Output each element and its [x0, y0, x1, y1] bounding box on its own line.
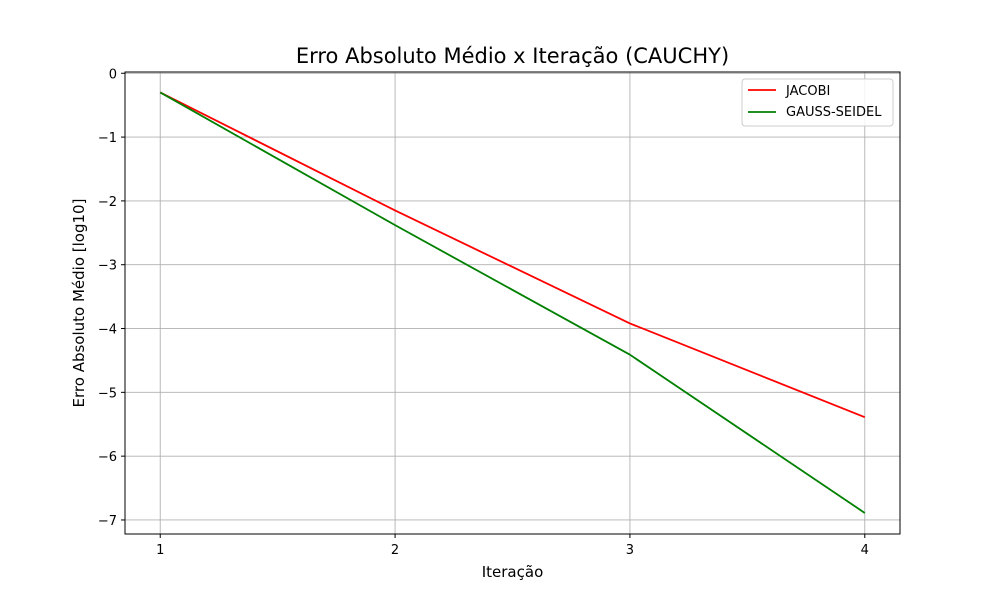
x-tick-label: 4: [861, 543, 869, 558]
series-lines: [159, 91, 866, 514]
series-line-gauss-seidel: [159, 91, 866, 514]
y-tick-label: −5: [98, 386, 117, 401]
y-tick-label: −6: [98, 450, 117, 465]
y-tick-label: −3: [98, 259, 117, 274]
y-axis-label: Erro Absoluto Médio [log10]: [70, 199, 88, 408]
y-tick-label: −7: [98, 514, 117, 529]
y-tick-label: 0: [109, 67, 117, 82]
y-tick-label: −4: [98, 323, 117, 338]
x-tick-label: 2: [391, 543, 399, 558]
y-tick-label: −1: [98, 131, 117, 146]
x-tick-label: 1: [156, 543, 164, 558]
chart-title: Erro Absoluto Médio x Iteração (CAUCHY): [296, 44, 729, 68]
x-axis-label: Iteração: [482, 563, 544, 581]
legend-box: [741, 78, 894, 127]
series-line-jacobi: [159, 91, 866, 419]
y-tick-label: −2: [98, 195, 117, 210]
grid-lines: [125, 72, 900, 534]
legend-label-gauss-seidel: GAUSS-SEIDEL: [786, 105, 882, 120]
plot-area-frame: [124, 71, 901, 535]
legend-label-jacobi: JACOBI: [785, 84, 830, 99]
x-tick-label: 3: [626, 543, 634, 558]
legend: JACOBI GAUSS-SEIDEL: [741, 78, 894, 127]
x-axis-ticks: 1 2 3 4: [156, 534, 869, 558]
y-axis-ticks: 0 −1 −2 −3 −4 −5 −6 −7: [98, 67, 125, 529]
